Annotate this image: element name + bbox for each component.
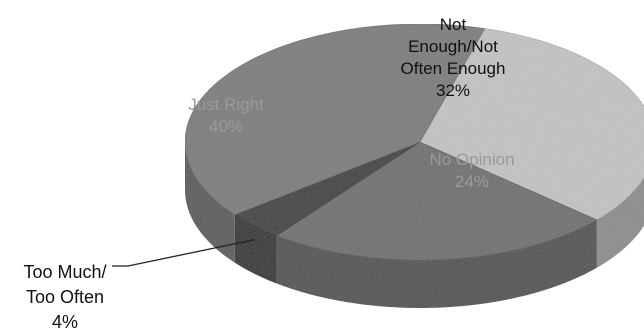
pie-slice-40pct [184,23,486,215]
leader-layer [112,239,255,267]
pie-side-24pct [276,219,597,308]
slice-name-label: Often Enough [401,59,506,78]
label-layer: Not Enough/Not Often Enough 32% No Opinion 24… [23,15,514,332]
slice-name-label: Just Right [188,95,264,114]
slice-name-label: Enough/Not [408,37,498,56]
slice-name-label: Too Much/ [23,262,106,282]
pie-side-4pct [234,214,277,284]
slice-value-label: 40% [209,117,243,136]
pie-layer [184,23,644,308]
pie-slice-32pct [419,28,644,221]
pie-side-40pct [185,142,235,263]
leader-line [112,239,255,267]
slice-value-label: 32% [436,81,470,100]
slice-name-label: No Opinion [429,150,514,169]
pie-side-32pct [596,177,644,268]
pie-slice-4pct [234,141,421,236]
slice-name-label: Too Often [26,287,104,307]
slice-name-label: Not [440,15,467,34]
slice-value-label: 24% [455,172,489,191]
slice-value-label: 4% [52,312,78,332]
pie-slice-24pct [275,141,598,261]
